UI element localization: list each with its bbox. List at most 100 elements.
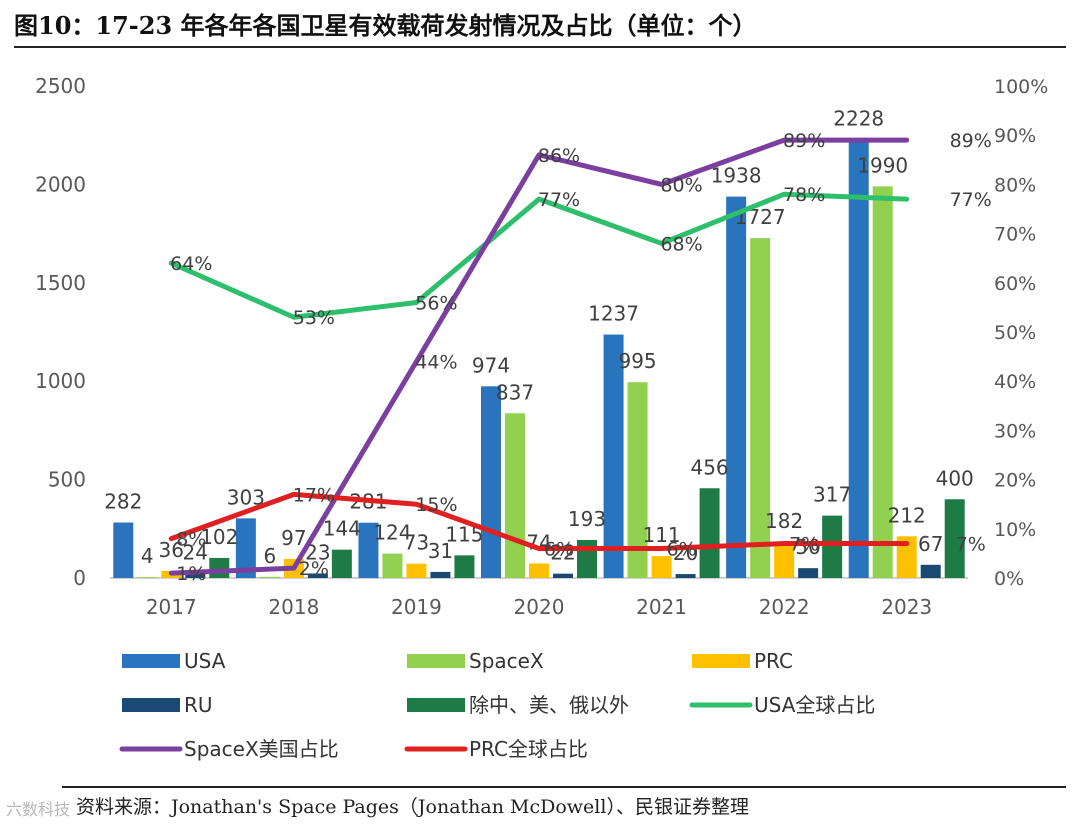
line-data-label: 64%	[170, 253, 212, 275]
y2-tick-label: 70%	[994, 224, 1036, 246]
bar-data-label: 212	[888, 503, 926, 527]
bar-SpaceX	[137, 577, 158, 578]
bar-data-label: 317	[813, 483, 851, 507]
bar-PRC	[896, 536, 917, 578]
x-tick-label: 2023	[881, 595, 932, 619]
bar-data-label: 1990	[857, 153, 908, 177]
bar-USA	[603, 334, 624, 578]
legend-label: USA全球占比	[754, 693, 875, 717]
bar-SpaceX	[259, 576, 280, 578]
bar-data-label: 97	[281, 526, 306, 550]
legend-label: 除中、美、俄以外	[469, 693, 629, 717]
y2-tick-label: 50%	[994, 322, 1036, 344]
legend-label: USA	[184, 649, 226, 673]
legend-swatch-PRC	[692, 654, 750, 668]
bar-SpaceX	[750, 238, 771, 578]
legend-swatch-RU	[122, 698, 180, 712]
y2-tick-label: 0%	[994, 568, 1024, 590]
y-tick-label: 1000	[35, 369, 86, 393]
x-tick-label: 2017	[146, 595, 197, 619]
bar-USA	[235, 518, 256, 578]
bar-除中、美、俄以外	[944, 499, 965, 578]
legend-label: PRC全球占比	[469, 737, 588, 761]
legend-swatch-除中、美、俄以外	[407, 698, 465, 712]
bar-data-label: 282	[104, 490, 142, 514]
legend-swatch-USA	[122, 654, 180, 668]
bar-SpaceX	[505, 413, 525, 578]
bar-data-label: 124	[373, 521, 411, 545]
bar-RU	[798, 568, 819, 578]
line-data-label: 56%	[415, 292, 457, 314]
bar-data-label: 24	[183, 540, 208, 564]
bar-data-label: 67	[918, 532, 943, 556]
y-tick-label: 500	[48, 468, 86, 492]
line-SpaceX美国占比	[168, 137, 910, 576]
line-data-label: 80%	[660, 174, 702, 196]
bar-USA	[358, 522, 379, 578]
y2-tick-label: 20%	[994, 470, 1036, 492]
line-data-label: 77%	[538, 189, 580, 211]
y2-tick-label: 100%	[994, 76, 1048, 98]
y2-tick-label: 90%	[994, 125, 1036, 147]
line-data-label: 77%	[950, 189, 992, 211]
bar-除中、美、俄以外	[454, 555, 475, 578]
bar-USA	[726, 196, 747, 578]
chart-title: 图10：17-23 年各年各国卫星有效载荷发射情况及占比（单位：个）	[14, 11, 757, 40]
bar-data-label: 4	[141, 544, 154, 568]
line-PRC全球占比	[168, 491, 910, 551]
source-note: 资料来源：Jonathan's Space Pages（Jonathan McD…	[76, 796, 749, 818]
legend-swatch-SpaceX	[407, 654, 465, 668]
bar-data-label: 995	[618, 349, 656, 373]
bar-data-label: 456	[690, 455, 728, 479]
bar-USA	[113, 522, 134, 578]
bar-data-label: 50	[795, 535, 820, 559]
y-tick-label: 0	[73, 566, 86, 590]
bar-data-label: 73	[404, 531, 429, 555]
title-divider	[14, 46, 1066, 48]
line-data-label: 6%	[544, 538, 574, 560]
bar-SpaceX	[627, 382, 648, 578]
y2-tick-label: 10%	[994, 519, 1036, 541]
bar-除中、美、俄以外	[209, 557, 230, 578]
bar-data-label: 36	[159, 538, 184, 562]
y-tick-label: 1500	[35, 271, 86, 295]
bar-data-label: 111	[642, 523, 680, 547]
bar-SpaceX	[382, 553, 403, 578]
line-data-label: 7%	[789, 534, 819, 556]
y2-tick-label: 30%	[994, 420, 1036, 442]
bar-RU	[675, 574, 696, 578]
bar-data-label: 102	[200, 525, 238, 549]
line-data-label: 78%	[783, 184, 825, 206]
bar-data-label: 2228	[833, 107, 884, 131]
bar-RU	[307, 573, 328, 578]
legend-label: SpaceX美国占比	[184, 737, 339, 761]
bar-RU	[430, 571, 451, 578]
bar-data-label: 31	[428, 539, 453, 563]
line-data-label: 44%	[415, 352, 457, 374]
y2-tick-label: 40%	[994, 371, 1036, 393]
bar-data-label: 182	[765, 509, 803, 533]
source-divider	[62, 786, 1066, 788]
line-data-label: 17%	[293, 484, 335, 506]
line-data-label: 6%	[666, 538, 696, 560]
y2-tick-label: 60%	[994, 273, 1036, 295]
bar-data-label: 1938	[711, 164, 762, 188]
bar-RU	[553, 573, 573, 578]
line-data-label: 1%	[176, 563, 206, 585]
line-data-label: 68%	[660, 233, 702, 255]
legend-label: RU	[184, 693, 213, 717]
bar-data-label: 22	[550, 541, 575, 565]
bar-data-label: 400	[936, 466, 974, 490]
x-tick-label: 2020	[514, 595, 565, 619]
bar-PRC	[651, 556, 672, 578]
line-data-label: 89%	[783, 130, 825, 152]
x-tick-label: 2021	[636, 595, 687, 619]
x-tick-label: 2019	[391, 595, 442, 619]
bar-USA	[848, 139, 869, 578]
bar-USA	[481, 386, 501, 578]
line-data-label: 89%	[950, 130, 992, 152]
bar-data-label: 974	[472, 353, 510, 377]
watermark: 六数科技	[6, 800, 71, 819]
bar-除中、美、俄以外	[822, 515, 843, 578]
